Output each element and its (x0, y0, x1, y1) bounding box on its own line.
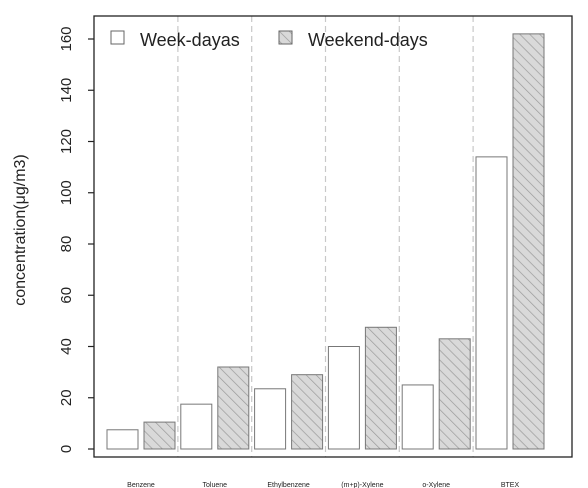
y-tick-label: 140 (58, 78, 75, 103)
y-tick-label: 120 (58, 129, 75, 154)
y-axis: 0 20 40 60 80 100 120 140 160 (58, 26, 94, 453)
y-tick-label: 60 (58, 287, 75, 304)
x-tick-label: Toluene (203, 482, 228, 488)
y-axis-title: concentration(μg/m3) (12, 154, 29, 306)
x-tick-label: Benzene (127, 482, 155, 488)
x-tick-label: (m+p)-Xylene (341, 482, 383, 488)
x-tick-label: BTEX (501, 482, 520, 488)
legend-item-weekdays: Week-dayas (111, 30, 240, 50)
bar-weekdays-o-xylene (402, 385, 433, 449)
legend: Week-dayas Weekend-days (111, 30, 428, 50)
y-tick-label: 80 (58, 236, 75, 253)
bar-weekdays-ethylbenzene (255, 389, 286, 449)
y-tick-label: 40 (58, 338, 75, 355)
y-tick-label: 0 (58, 445, 75, 453)
legend-item-weekend: Weekend-days (279, 30, 428, 50)
bar-weekdays-m-p-xylene (328, 347, 359, 450)
bar-weekend-o-xylene (439, 339, 470, 449)
legend-swatch-weekend (279, 31, 292, 44)
y-tick-label: 160 (58, 26, 75, 51)
bar-weekdays-toluene (181, 404, 212, 449)
y-tick-label: 20 (58, 389, 75, 406)
legend-label-weekdays: Week-dayas (140, 30, 240, 50)
legend-label-weekend: Weekend-days (308, 30, 428, 50)
bar-weekdays-btex (476, 157, 507, 449)
bar-weekend-ethylbenzene (292, 375, 323, 449)
bar-weekend-benzene (144, 422, 175, 449)
bar-weekend-btex (513, 34, 544, 449)
bar-weekend-toluene (218, 367, 249, 449)
x-tick-label: o-Xylene (422, 482, 450, 488)
legend-swatch-weekdays (111, 31, 124, 44)
y-tick-label: 100 (58, 180, 75, 205)
bar-weekend-m-p-xylene (365, 327, 396, 449)
bar-weekdays-benzene (107, 430, 138, 449)
x-axis-labels: Benzene Toluene Ethylbenzene (m+p)-Xylene o-… (127, 482, 519, 488)
x-tick-label: Ethylbenzene (267, 482, 310, 488)
